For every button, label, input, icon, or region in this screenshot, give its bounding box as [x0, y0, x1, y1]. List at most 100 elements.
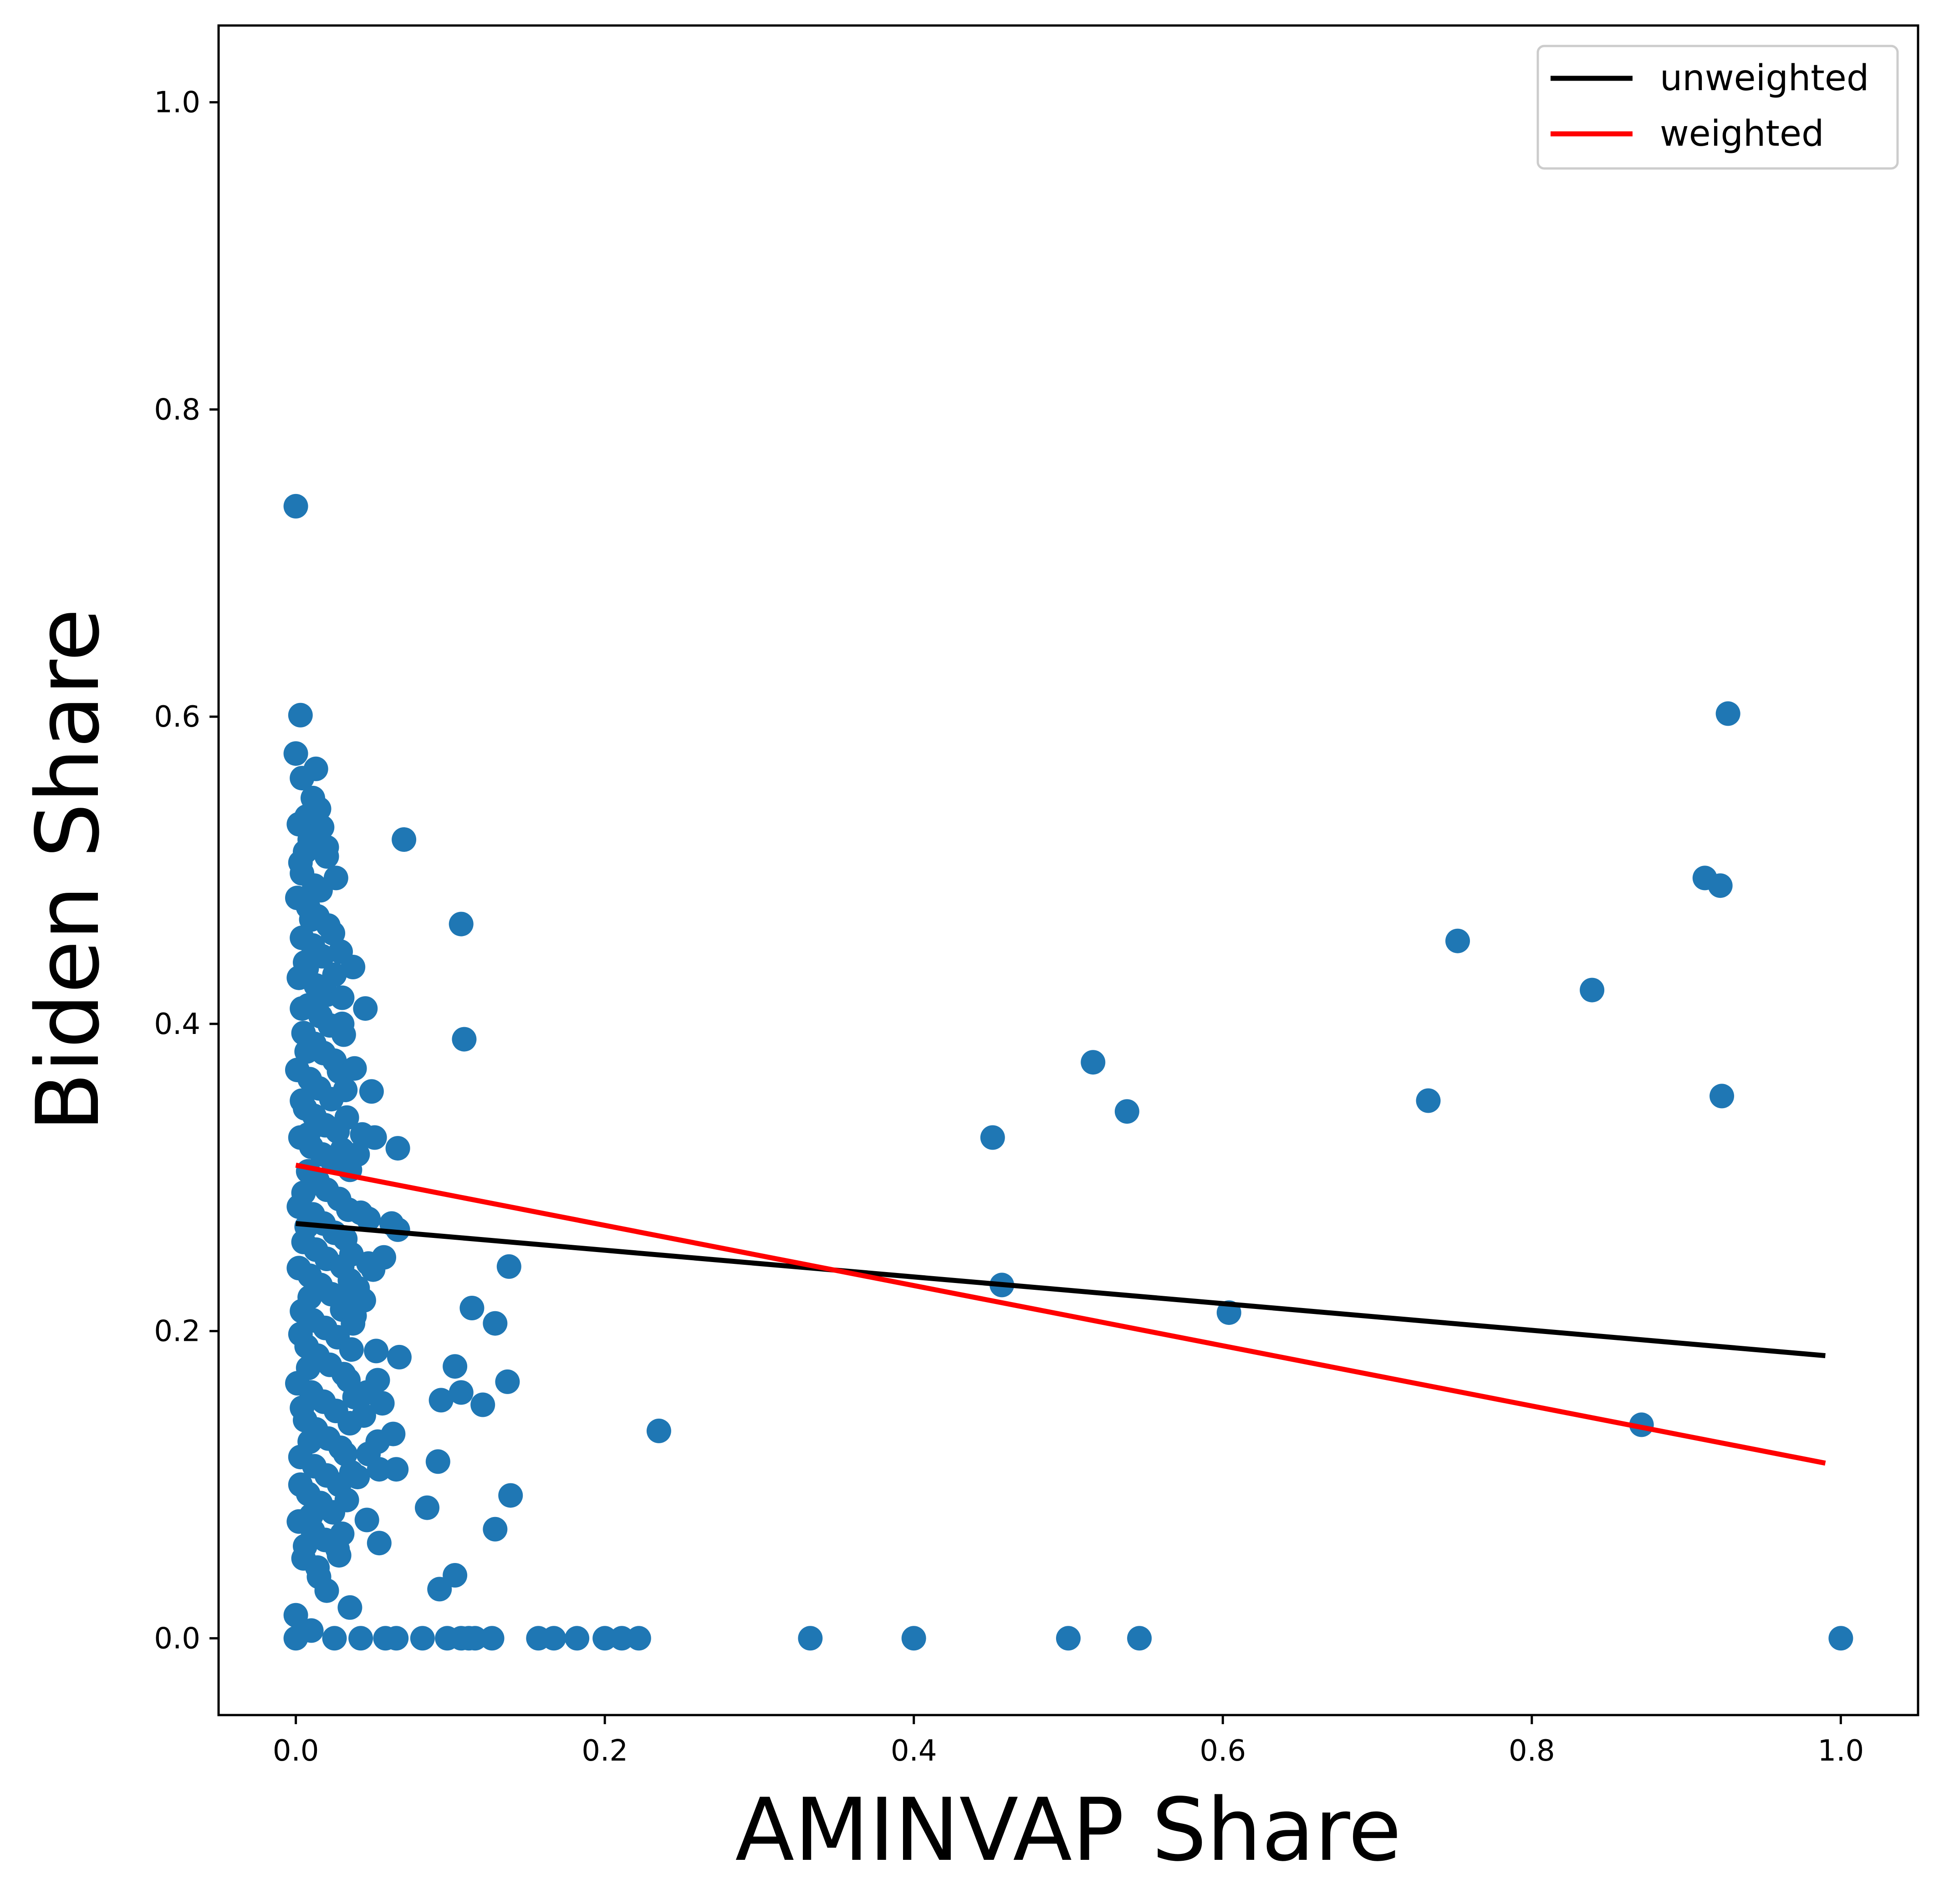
legend: unweighted weighted	[1536, 45, 1899, 170]
data-point	[498, 1483, 523, 1508]
data-point	[646, 1418, 671, 1443]
x-tick-label: 0.4	[891, 1734, 937, 1768]
data-point	[565, 1626, 590, 1651]
data-point	[288, 703, 313, 728]
x-axis-title: AMINVAP Share	[735, 1780, 1401, 1880]
data-point	[384, 1626, 409, 1651]
data-point	[354, 1507, 379, 1532]
data-point	[470, 1392, 495, 1417]
x-tick-label: 0.2	[582, 1734, 628, 1768]
regression-line-weighted	[295, 1162, 1826, 1466]
data-point	[1127, 1626, 1152, 1651]
data-point	[290, 1395, 315, 1420]
data-point	[443, 1354, 468, 1379]
x-tick-label: 0.8	[1509, 1734, 1555, 1768]
data-point	[392, 827, 417, 852]
data-point	[334, 1487, 359, 1512]
data-point	[626, 1626, 651, 1651]
data-point	[449, 1380, 474, 1405]
data-point	[429, 1388, 454, 1413]
data-point	[342, 1056, 367, 1081]
data-point	[306, 796, 332, 821]
data-point	[288, 1472, 313, 1497]
data-point	[1715, 701, 1740, 726]
data-point	[337, 1595, 362, 1620]
data-point	[1114, 1099, 1139, 1124]
data-point	[351, 1403, 376, 1428]
data-point	[330, 1011, 355, 1036]
data-point	[480, 1626, 505, 1651]
y-axis-title: Biden Share	[18, 608, 118, 1132]
regression-lines-layer	[295, 1162, 1826, 1466]
data-point	[290, 1088, 315, 1113]
data-point	[288, 1322, 313, 1347]
data-point	[345, 1465, 370, 1490]
y-tick-label: 0.6	[154, 700, 200, 734]
data-point	[290, 766, 315, 791]
data-point	[449, 911, 474, 937]
data-point	[361, 1257, 386, 1282]
data-point	[293, 1533, 317, 1558]
data-point	[1081, 1050, 1106, 1075]
data-point	[296, 1355, 321, 1380]
data-point	[367, 1531, 392, 1556]
data-point	[385, 1217, 410, 1242]
data-point	[425, 1449, 450, 1474]
data-point	[364, 1339, 389, 1364]
y-tick-label: 0.0	[154, 1622, 200, 1655]
data-point	[370, 1391, 395, 1416]
x-tick-label: 0.6	[1199, 1734, 1246, 1768]
data-point	[359, 1079, 384, 1104]
data-point	[306, 1564, 332, 1589]
x-axis-ticks: 0.0 0.2 0.4 0.6 0.8 1.0	[273, 1715, 1864, 1768]
data-point	[415, 1495, 439, 1520]
data-point	[463, 1626, 488, 1651]
data-point	[299, 1503, 324, 1528]
data-point	[290, 996, 315, 1021]
data-point	[483, 1311, 508, 1336]
data-point	[314, 844, 339, 869]
data-point	[283, 741, 308, 766]
regression-line-unweighted	[296, 1221, 1826, 1359]
data-point	[283, 1626, 308, 1651]
data-point	[283, 494, 308, 519]
data-point	[294, 1039, 319, 1064]
data-point	[333, 1441, 358, 1466]
data-point	[321, 921, 346, 946]
data-point	[362, 1125, 387, 1150]
data-point	[483, 1517, 508, 1542]
data-point	[297, 1429, 322, 1454]
points-layer	[283, 494, 1853, 1651]
data-point	[286, 1256, 311, 1281]
data-point	[1828, 1626, 1853, 1651]
data-point	[592, 1626, 617, 1651]
data-point	[1580, 977, 1605, 1003]
data-point	[345, 1142, 370, 1167]
data-point	[1708, 873, 1733, 898]
data-point	[339, 1337, 364, 1362]
data-point	[496, 1254, 521, 1279]
data-point	[459, 1296, 485, 1320]
data-point	[1709, 1084, 1735, 1109]
y-tick-label: 1.0	[154, 86, 200, 120]
data-point	[327, 1543, 352, 1568]
data-point	[609, 1626, 634, 1651]
data-point	[495, 1369, 520, 1394]
data-point	[297, 1285, 322, 1310]
data-point	[291, 1181, 316, 1205]
data-point	[410, 1626, 435, 1651]
y-axis-ticks: 0.0 0.2 0.4 0.6 0.8 1.0	[154, 86, 219, 1655]
data-point	[333, 1077, 358, 1102]
plot-background	[219, 25, 1918, 1715]
data-point	[541, 1626, 566, 1651]
data-point	[348, 1626, 373, 1651]
x-tick-label: 0.0	[273, 1734, 319, 1768]
data-point	[1445, 928, 1470, 953]
data-point	[288, 850, 313, 875]
data-point	[356, 1207, 381, 1232]
data-point	[323, 865, 348, 891]
data-point	[342, 1303, 367, 1328]
y-tick-label: 0.4	[154, 1008, 200, 1041]
data-point	[1056, 1626, 1081, 1651]
